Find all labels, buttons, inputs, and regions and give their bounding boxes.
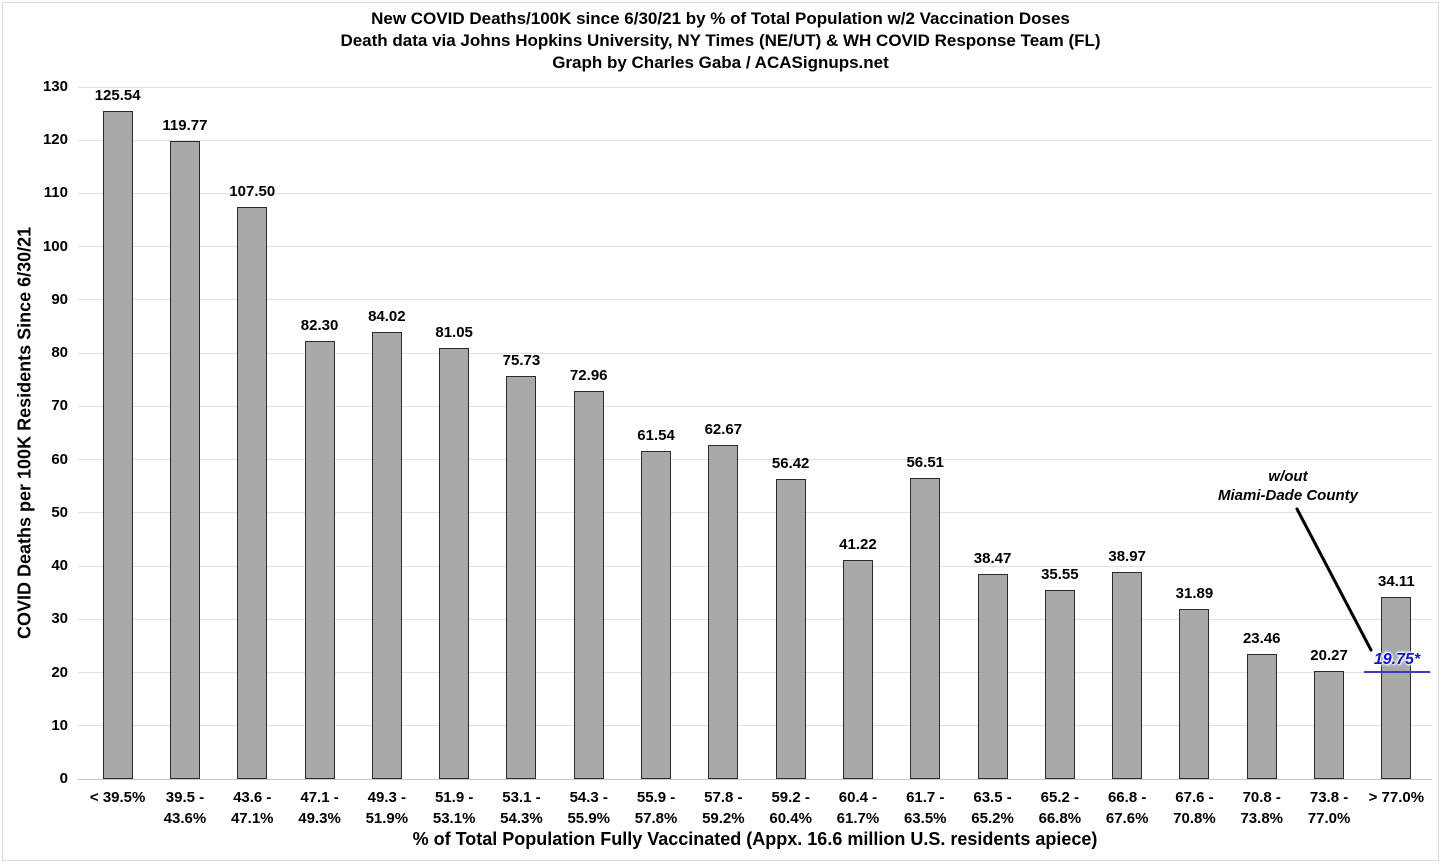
bar xyxy=(237,206,268,779)
x-category-label: 53.1 - 54.3% xyxy=(500,789,543,827)
bar xyxy=(842,559,873,779)
bar-value-label: 81.05 xyxy=(435,323,473,341)
gridline xyxy=(78,565,1432,567)
x-category-label: 65.2 - 66.8% xyxy=(1038,789,1082,827)
callout-text-miami-dade: w/out Miami-Dade County xyxy=(1217,468,1358,504)
y-tick-label: 70 xyxy=(51,397,68,415)
gridline xyxy=(78,86,1432,88)
bar xyxy=(708,445,739,779)
y-tick-label: 120 xyxy=(42,131,68,149)
adjusted-value-link[interactable]: 19.75* xyxy=(1364,650,1430,673)
chart-title-block: New COVID Deaths/100K since 6/30/21 by %… xyxy=(0,8,1441,74)
y-tick-label: 50 xyxy=(51,503,68,521)
y-tick-label: 20 xyxy=(51,663,68,681)
bar-value-label: 75.73 xyxy=(502,351,541,369)
bar xyxy=(371,331,402,779)
x-category-label: 47.1 - 49.3% xyxy=(298,789,341,827)
bar-value-label: 38.47 xyxy=(973,550,1012,568)
bar xyxy=(573,390,604,779)
x-category-label: 57.8 - 59.2% xyxy=(702,789,745,827)
gridline xyxy=(78,618,1432,620)
bar-value-label: 20.27 xyxy=(1310,647,1348,665)
gridline xyxy=(78,725,1432,727)
x-category-label: 63.5 - 65.2% xyxy=(971,789,1014,827)
bar-value-label: 72.96 xyxy=(569,366,608,384)
x-category-label: 54.3 - 55.9% xyxy=(567,789,611,827)
bar xyxy=(1179,609,1210,779)
bar xyxy=(439,347,470,779)
chart-subtitle: Death data via Johns Hopkins University,… xyxy=(340,31,1101,50)
x-axis-line xyxy=(78,778,1432,780)
bar xyxy=(102,110,133,779)
bar-value-label: 82.30 xyxy=(300,316,339,334)
bar xyxy=(304,340,335,779)
x-category-label: 67.6 - 70.8% xyxy=(1173,789,1216,827)
x-category-label: 43.6 - 47.1% xyxy=(230,789,274,827)
y-tick-label: 90 xyxy=(51,290,68,308)
gridline xyxy=(78,192,1432,194)
gridline xyxy=(78,139,1432,141)
x-category-label: 59.2 - 60.4% xyxy=(769,789,812,827)
x-category-label: < 39.5% xyxy=(89,789,146,806)
y-tick-label: 100 xyxy=(42,237,68,255)
bar xyxy=(1246,654,1277,779)
x-category-label: 55.9 - 57.8% xyxy=(634,789,678,827)
bar-value-label: 56.51 xyxy=(906,454,945,472)
bar xyxy=(169,141,200,779)
bar xyxy=(1044,589,1075,779)
x-category-label: 61.7 - 63.5% xyxy=(903,789,947,827)
gridline xyxy=(78,299,1432,301)
y-tick-label: 130 xyxy=(42,78,68,95)
y-tick-label: 110 xyxy=(43,184,68,202)
y-tick-label: 30 xyxy=(51,610,68,628)
bar-value-label: 56.42 xyxy=(771,454,810,472)
bar-value-label: 23.46 xyxy=(1242,630,1281,648)
y-tick-label: 60 xyxy=(51,450,68,468)
bar xyxy=(1112,571,1143,779)
bar-value-label: 84.02 xyxy=(368,307,406,325)
x-axis-title: % of Total Population Fully Vaccinated (… xyxy=(412,829,1098,849)
bar-value-label: 125.54 xyxy=(94,86,141,104)
gridline xyxy=(78,405,1432,407)
bar-value-label: 38.97 xyxy=(1108,547,1146,565)
bar xyxy=(641,451,672,779)
gridline xyxy=(78,246,1432,248)
y-tick-label: 40 xyxy=(51,557,68,575)
x-category-label: 66.8 - 67.6% xyxy=(1105,789,1149,827)
chart-credit: Graph by Charles Gaba / ACASignups.net xyxy=(552,53,889,72)
x-category-label: 51.9 - 53.1% xyxy=(432,789,476,827)
y-tick-label: 0 xyxy=(59,770,68,787)
bar xyxy=(506,375,537,779)
bar-value-label: 35.55 xyxy=(1041,565,1079,583)
bar xyxy=(1381,597,1412,779)
bar-value-label: 31.89 xyxy=(1175,585,1214,603)
bar xyxy=(977,574,1008,779)
bar-value-label: 107.50 xyxy=(229,182,276,200)
bar xyxy=(775,478,806,779)
x-category-label: 70.8 - 73.8% xyxy=(1240,789,1284,827)
bar xyxy=(910,478,941,779)
chart-title: New COVID Deaths/100K since 6/30/21 by %… xyxy=(371,9,1070,28)
y-tick-label: 80 xyxy=(51,344,68,362)
gridline xyxy=(78,459,1432,461)
bar-value-label: 62.67 xyxy=(704,421,743,439)
x-category-label: > 77.0% xyxy=(1368,789,1425,806)
x-category-label: 39.5 - 43.6% xyxy=(163,789,207,827)
gridline xyxy=(78,352,1432,354)
gridline xyxy=(78,672,1432,674)
bar-value-label: 119.77 xyxy=(162,117,208,135)
bar-value-label: 34.11 xyxy=(1377,573,1415,591)
x-category-label: 73.8 - 77.0% xyxy=(1307,789,1351,827)
x-category-label: 60.4 - 61.7% xyxy=(836,789,880,827)
x-category-label: 49.3 - 51.9% xyxy=(365,789,409,827)
bar xyxy=(1314,671,1345,779)
bar-value-label: 41.22 xyxy=(839,535,877,553)
bar-value-label: 61.54 xyxy=(637,427,675,445)
y-tick-label: 10 xyxy=(51,716,68,734)
gridline xyxy=(78,512,1432,514)
